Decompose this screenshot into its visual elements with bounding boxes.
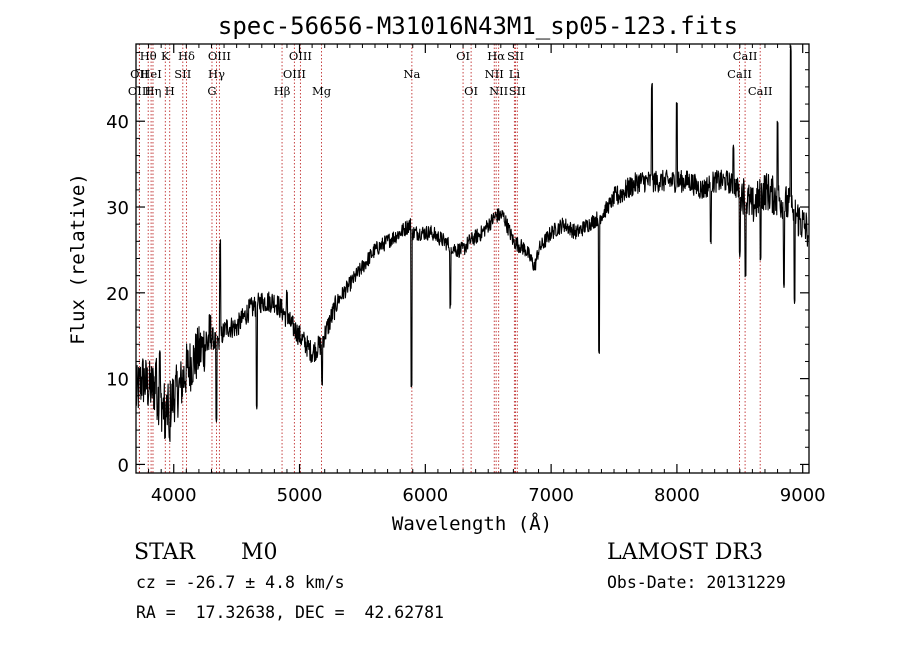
line-label: CaII	[733, 49, 758, 63]
line-label: Na	[403, 67, 420, 81]
line-label: OI	[464, 84, 478, 98]
line-label: Mg	[312, 84, 332, 98]
line-label: Hβ	[274, 84, 291, 98]
object-subclass: M0	[241, 540, 278, 565]
x-tick-label: 4000	[151, 485, 197, 506]
line-label: CaII	[748, 84, 773, 98]
y-tick-label: 10	[106, 370, 129, 391]
coordinates-readout: RA = 17.32638, DEC = 42.62781	[136, 603, 444, 622]
x-tick-label: 7000	[528, 485, 574, 506]
y-tick-label: 20	[106, 284, 129, 305]
line-label: Li	[509, 67, 521, 81]
line-label: SII	[174, 67, 191, 81]
object-class: STAR	[134, 540, 195, 565]
x-axis-label: Wavelength (Å)	[392, 512, 552, 535]
y-axis-label: Flux (relative)	[67, 173, 89, 345]
y-tick-label: 30	[106, 198, 129, 219]
velocity-readout: cz = -26.7 ± 4.8 km/s	[136, 573, 345, 592]
line-label: OII	[130, 67, 149, 81]
y-tick-label: 40	[106, 112, 129, 133]
line-label: Hη	[145, 84, 162, 98]
chart-title: spec-56656-M31016N43M1_sp05-123.fits	[218, 12, 738, 40]
line-label: OIII	[208, 49, 231, 63]
line-label: NII	[489, 84, 508, 98]
spectral-line-labels: OII OIII Hθ HeI Hη K H SII Hδ G OIII Hγ Hβ OIII OIII Mg…	[128, 49, 773, 98]
line-label: HeI	[140, 67, 161, 81]
line-label: NII	[485, 67, 504, 81]
survey-name: LAMOST DR3	[607, 540, 763, 565]
plot-frame	[135, 43, 810, 474]
line-label: OIII	[283, 67, 306, 81]
x-tick-label: 9000	[780, 485, 826, 506]
line-label: H	[165, 84, 175, 98]
line-label: G	[207, 84, 216, 98]
line-label: Hθ	[140, 49, 157, 63]
x-tick-label: 6000	[402, 485, 448, 506]
line-label: OIII	[289, 49, 312, 63]
x-tick-label: 8000	[654, 485, 700, 506]
line-label: OIII	[128, 84, 151, 98]
line-label: Hγ	[208, 67, 225, 81]
line-label: Hα	[487, 49, 505, 63]
line-label: OI	[456, 49, 470, 63]
observation-date: Obs-Date: 20131229	[607, 573, 786, 592]
line-label: Hδ	[178, 49, 195, 63]
x-tick-label: 5000	[277, 485, 323, 506]
line-label: K	[161, 49, 170, 63]
line-label: SII	[509, 84, 526, 98]
axis-ticks: 4000 5000 6000 7000 8000 9000 0 10 20 30 40	[106, 44, 826, 506]
line-label: CaII	[727, 67, 752, 81]
y-tick-label: 0	[118, 455, 129, 476]
spectrum-line	[135, 45, 809, 443]
line-label: SII	[507, 49, 524, 63]
